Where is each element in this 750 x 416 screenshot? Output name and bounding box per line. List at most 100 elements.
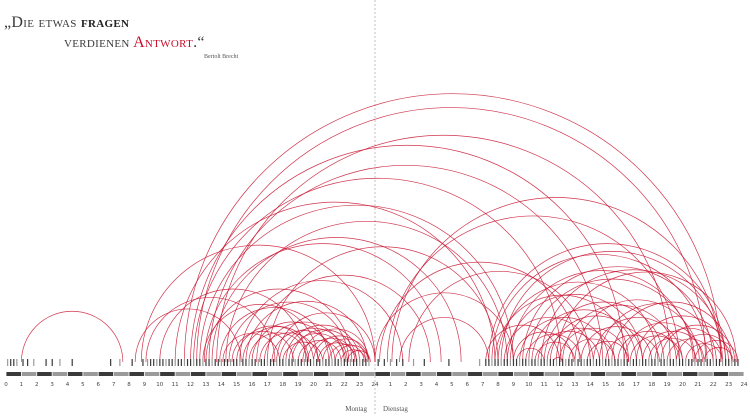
hour-tick-label: 10 (525, 382, 532, 388)
quote-line-2: verdienen Antwort.“ (64, 34, 205, 52)
question-tick (512, 359, 515, 366)
question-tick (199, 359, 201, 366)
answer-arc (592, 317, 683, 363)
question-tick (27, 359, 29, 366)
question-tick (196, 359, 198, 366)
answer-arc (174, 201, 496, 363)
question-tick (688, 359, 690, 366)
question-tick (565, 359, 567, 366)
answer-arc (580, 326, 653, 363)
answer-arc (559, 327, 628, 363)
hour-tick-label: 18 (648, 382, 655, 388)
question-tick (383, 359, 385, 366)
answer-arc (522, 266, 714, 363)
hour-segment (559, 372, 575, 376)
question-tick (220, 359, 222, 366)
hour-segment (667, 372, 683, 376)
question-tick (709, 359, 711, 366)
question-tick (488, 359, 490, 366)
answer-arc (205, 288, 353, 363)
hour-tick-label: 20 (310, 382, 317, 388)
question-tick (13, 359, 15, 366)
answer-arc (694, 340, 739, 363)
question-tick (737, 359, 739, 366)
hour-tick-label: 22 (341, 382, 348, 388)
question-tick (608, 359, 610, 366)
question-tick (485, 359, 487, 366)
question-tick (282, 359, 284, 366)
question-tick (666, 359, 668, 366)
answer-arc (291, 329, 357, 363)
question-tick (703, 359, 705, 366)
hour-axis: 0 1 2 3 4 5 6 7 8 9 10 11 12 13 14 15 16 17 18 19 20 21 22 23 24… (4, 372, 748, 388)
question-tick (229, 359, 232, 366)
question-tick (632, 359, 634, 366)
question-tick (211, 359, 213, 366)
hour-segment (529, 372, 544, 376)
question-tick (519, 359, 521, 366)
question-tick (651, 359, 653, 366)
question-tick (153, 359, 155, 366)
question-tick (691, 359, 693, 366)
answer-arc (503, 317, 594, 363)
question-tick (300, 359, 302, 366)
hour-tick-label: 1 (389, 382, 393, 388)
hour-tick-label: 13 (202, 382, 209, 388)
question-tick (202, 359, 204, 366)
hour-tick-label: 24 (741, 382, 748, 388)
hour-segment (252, 372, 267, 376)
question-tick (171, 359, 173, 366)
hour-tick-label: 4 (435, 382, 439, 388)
question-tick (531, 359, 533, 366)
answer-arc (703, 347, 734, 363)
question-tick (623, 359, 625, 366)
question-tick (279, 359, 281, 366)
hour-segment (544, 372, 560, 376)
hour-segment (590, 372, 606, 376)
question-tick (319, 359, 321, 366)
question-tick (343, 359, 345, 366)
answer-arc (199, 204, 514, 363)
question-tick (352, 359, 355, 366)
answer-arc (211, 237, 462, 363)
answer-arc (516, 347, 545, 363)
question-tick (168, 359, 170, 366)
question-tick (598, 359, 601, 366)
answer-arc (549, 315, 643, 363)
hour-segment (160, 372, 175, 376)
question-tick (245, 359, 247, 366)
question-tick (678, 359, 681, 366)
hour-segment (144, 372, 160, 376)
question-tick (620, 359, 622, 366)
answer-arc (525, 333, 582, 363)
hour-segment (298, 372, 314, 376)
question-tick (214, 359, 216, 366)
hour-tick-label: 5 (81, 382, 85, 388)
hour-tick-label: 2 (404, 382, 408, 388)
hour-segment (375, 372, 390, 376)
question-tick (294, 359, 296, 366)
question-tick (648, 359, 650, 366)
answer-arc (276, 312, 376, 363)
hour-tick-label: 1 (20, 382, 24, 388)
question-tick (337, 359, 339, 366)
question-tick (377, 359, 379, 366)
hour-segment (421, 372, 437, 376)
hour-tick-label: 7 (481, 382, 485, 388)
question-tick (721, 359, 724, 366)
question-tick (555, 359, 558, 366)
hour-segment (698, 372, 713, 376)
question-tick (159, 359, 161, 366)
hour-tick-label: 9 (143, 382, 147, 388)
hour-segment (483, 372, 498, 376)
hour-tick-label: 17 (264, 382, 271, 388)
question-tick (412, 359, 415, 366)
answer-arc (317, 342, 357, 363)
question-tick (183, 359, 186, 366)
question-tick (142, 359, 144, 366)
question-tick (549, 359, 551, 366)
hour-tick-label: 14 (587, 382, 594, 388)
question-tick (592, 359, 595, 366)
hour-tick-label: 13 (571, 382, 578, 388)
